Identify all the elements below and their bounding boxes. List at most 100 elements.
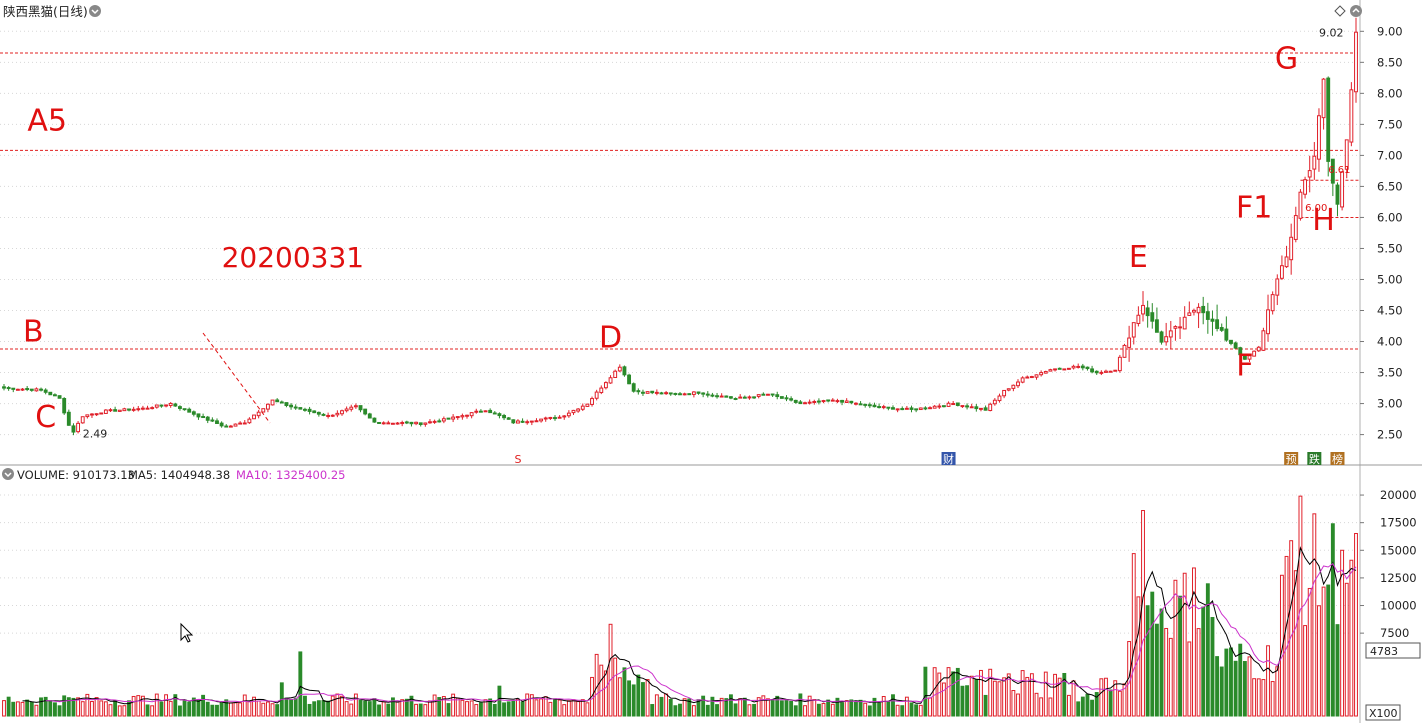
volume-bar <box>1099 678 1104 717</box>
diamond-toggle-button[interactable] <box>1334 5 1346 17</box>
volume-bar <box>803 705 807 717</box>
candle-body <box>1141 304 1145 315</box>
annotation-e: E <box>1129 240 1148 275</box>
candle-body <box>502 414 506 419</box>
volume-bar <box>261 702 266 717</box>
candle-body <box>673 392 678 395</box>
candle-body <box>242 422 247 425</box>
volume-bar <box>719 697 724 717</box>
candle-body <box>534 420 539 423</box>
volume-bar <box>103 701 108 717</box>
candle-body <box>1104 370 1108 373</box>
annotation-h: H <box>1312 203 1335 238</box>
chevron-down-icon[interactable] <box>2 468 14 480</box>
volume-bar <box>1289 540 1294 717</box>
candle-body <box>1229 339 1233 344</box>
candle-body <box>784 397 789 400</box>
volume-bar <box>289 699 294 717</box>
candle-body <box>270 399 275 406</box>
candle-body <box>29 388 34 391</box>
candle-body <box>1062 368 1067 371</box>
candle-body <box>1002 389 1007 397</box>
price-tick-label: 5.00 <box>1377 272 1403 286</box>
volume-bar <box>900 705 905 717</box>
volume-bar <box>562 704 567 717</box>
volume-bar <box>1048 697 1053 717</box>
candle-body <box>1233 342 1238 349</box>
volume-bar <box>1326 584 1331 717</box>
volume-bar <box>127 700 131 717</box>
volume-bar <box>738 698 743 717</box>
annotation-f1: F1 <box>1236 190 1272 225</box>
candle-body <box>1340 171 1345 208</box>
volume-bar <box>1159 608 1164 717</box>
candle-body <box>224 425 229 428</box>
volume-bar <box>1057 677 1062 717</box>
volume-bar <box>159 701 164 717</box>
volume-bar <box>465 701 469 717</box>
diamond-icon[interactable] <box>1334 5 1346 17</box>
candle-body <box>25 388 30 391</box>
volume-bar <box>974 678 979 717</box>
volume-bar <box>400 699 405 717</box>
volume-bar <box>428 700 432 717</box>
volume-bar <box>682 698 687 717</box>
candle-body <box>830 399 835 402</box>
candle-body <box>358 405 363 411</box>
candle-body <box>543 417 548 420</box>
annotation-d: D <box>599 321 622 356</box>
volume-bar <box>238 702 243 717</box>
chevron-up-icon[interactable] <box>1350 5 1362 17</box>
candle-body <box>57 395 62 399</box>
volume-bar <box>608 623 613 717</box>
volume-cursor-box <box>1365 642 1421 659</box>
price-tick-label: 2.50 <box>1377 428 1403 442</box>
volume-bar <box>215 704 219 717</box>
volume-bar <box>437 697 442 717</box>
candle-body <box>854 402 858 405</box>
volume-ma-lines <box>22 546 1357 705</box>
volume-bar <box>62 695 67 717</box>
candle-body <box>1238 347 1243 356</box>
volume-panel-menu-button[interactable] <box>2 468 14 480</box>
candle-body <box>1020 377 1025 383</box>
candle-body <box>261 408 266 413</box>
volume-bar <box>812 699 817 717</box>
candle-body <box>562 415 567 418</box>
candle-body <box>1039 372 1044 376</box>
ma10-line <box>45 562 1357 703</box>
candle-body <box>969 406 974 409</box>
title-menu-button[interactable] <box>89 5 101 17</box>
period-toggle-button[interactable] <box>1350 5 1362 17</box>
candle-body <box>821 400 826 403</box>
candle-body <box>1011 384 1016 389</box>
volume-bar <box>270 703 275 717</box>
candle-body <box>928 407 932 410</box>
volume-bar <box>168 700 173 717</box>
candle-body <box>1136 314 1141 324</box>
volume-bar <box>1224 648 1229 717</box>
volume-bar <box>321 700 326 717</box>
f1-low-price-label: 6.00 <box>1305 203 1327 214</box>
candle-body <box>395 422 400 425</box>
candle-body <box>316 411 321 415</box>
chevron-down-icon[interactable] <box>89 5 101 17</box>
volume-bar <box>793 705 798 717</box>
volume-bar <box>529 694 534 717</box>
price-tick-label: 6.50 <box>1377 179 1403 193</box>
volume-bar <box>242 694 247 717</box>
candle-body <box>1247 355 1252 360</box>
volume-bar <box>1002 677 1007 717</box>
volume-bar <box>432 694 437 717</box>
candle-body <box>506 417 511 420</box>
volume-bar <box>1349 559 1354 717</box>
volume-bar <box>326 700 331 717</box>
candle-body <box>1085 366 1090 370</box>
price-tick-label: 3.50 <box>1377 366 1403 380</box>
volume-bar <box>1136 596 1141 717</box>
candle-body <box>122 408 127 412</box>
volume-bar <box>816 703 821 717</box>
volume-bar <box>358 699 363 717</box>
volume-bar <box>571 699 576 717</box>
